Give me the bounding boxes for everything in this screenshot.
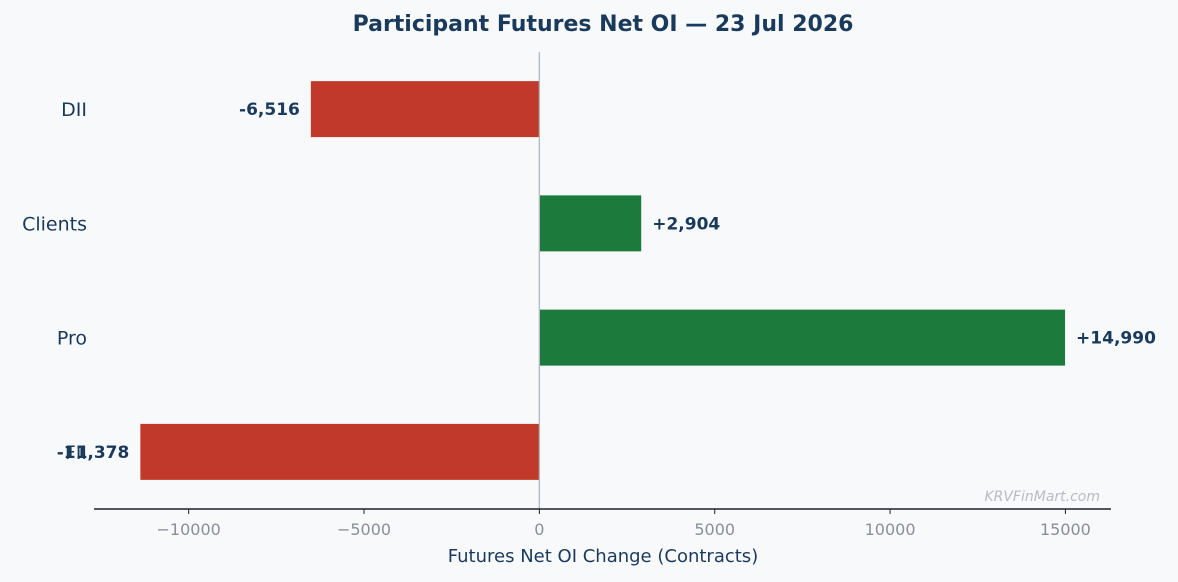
x-tick-label: 10000 <box>865 520 916 539</box>
bars-group <box>140 81 1066 480</box>
x-tick-label: 15000 <box>1040 520 1091 539</box>
category-labels: DII Clients Pro FII <box>22 99 87 464</box>
value-label-pro: +14,990 <box>1076 329 1156 349</box>
x-tick-label: 5000 <box>694 520 735 539</box>
chart-title: Participant Futures Net OI — 23 Jul 2026 <box>353 12 854 37</box>
bar-clients <box>539 195 642 252</box>
category-label-fii: FII <box>65 442 87 464</box>
bar-dii <box>310 81 540 138</box>
watermark-text: KRVFinMart.com <box>984 489 1100 505</box>
x-tick-label: −5000 <box>337 520 391 539</box>
x-tick-label: 0 <box>534 520 544 539</box>
category-label-clients: Clients <box>22 213 87 235</box>
x-axis-title: Futures Net OI Change (Contracts) <box>448 546 758 567</box>
category-label-pro: Pro <box>57 328 87 350</box>
value-label-dii: -6,516 <box>239 100 300 120</box>
category-label-dii: DII <box>61 99 87 121</box>
x-tick-label: −10000 <box>157 520 221 539</box>
bar-pro <box>539 309 1066 366</box>
x-axis-ticks: −10000 −5000 0 5000 10000 15000 <box>157 509 1091 539</box>
value-label-fii: -11,378 <box>57 443 130 463</box>
value-label-clients: +2,904 <box>652 214 720 234</box>
bar-fii <box>140 423 540 480</box>
value-labels: -6,516 +2,904 +14,990 -11,378 <box>57 100 1156 463</box>
